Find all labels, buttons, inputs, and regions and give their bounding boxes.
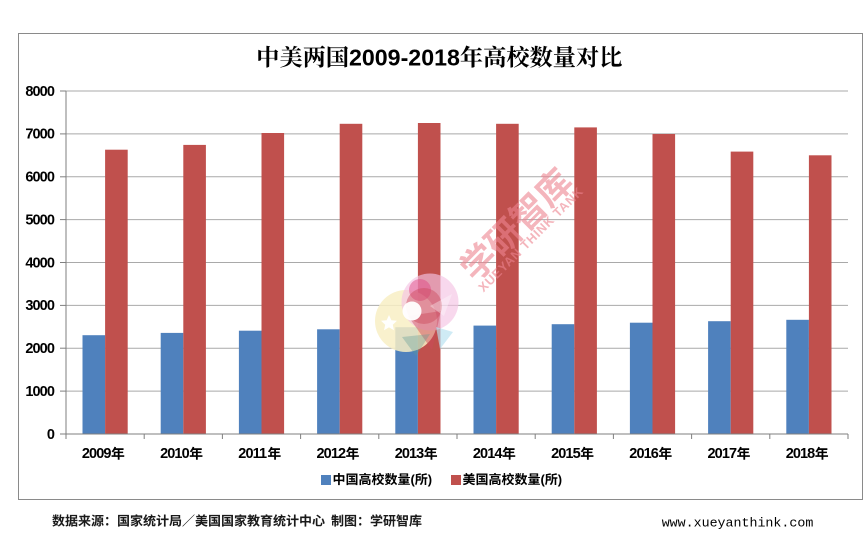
svg-text:5000: 5000 [25,212,54,228]
svg-text:www.xueyanthink.com: www.xueyanthink.com [662,516,814,531]
svg-text:2011: 2011 [238,446,267,462]
svg-text:2009: 2009 [82,446,111,462]
svg-text:): ) [428,472,432,487]
svg-text:3000: 3000 [25,298,54,314]
svg-text:1000: 1000 [25,384,54,400]
svg-text:2015: 2015 [551,446,580,462]
svg-text:2009-2018: 2009-2018 [349,45,460,71]
svg-text:0: 0 [47,427,55,443]
svg-text:(: ( [411,472,416,487]
svg-text:2018: 2018 [786,446,815,462]
svg-text:8000: 8000 [25,84,54,100]
svg-text:4000: 4000 [25,255,54,271]
svg-text:7000: 7000 [25,127,54,143]
svg-text:2014: 2014 [473,446,502,462]
svg-text:2010: 2010 [160,446,189,462]
svg-text:2000: 2000 [25,341,54,357]
svg-text:2016: 2016 [629,446,658,462]
svg-text:2012: 2012 [317,446,346,462]
svg-text:6000: 6000 [25,170,54,186]
svg-text:(: ( [541,472,546,487]
svg-text:2013: 2013 [395,446,424,462]
svg-text:): ) [558,472,562,487]
svg-text:2017: 2017 [708,446,737,462]
